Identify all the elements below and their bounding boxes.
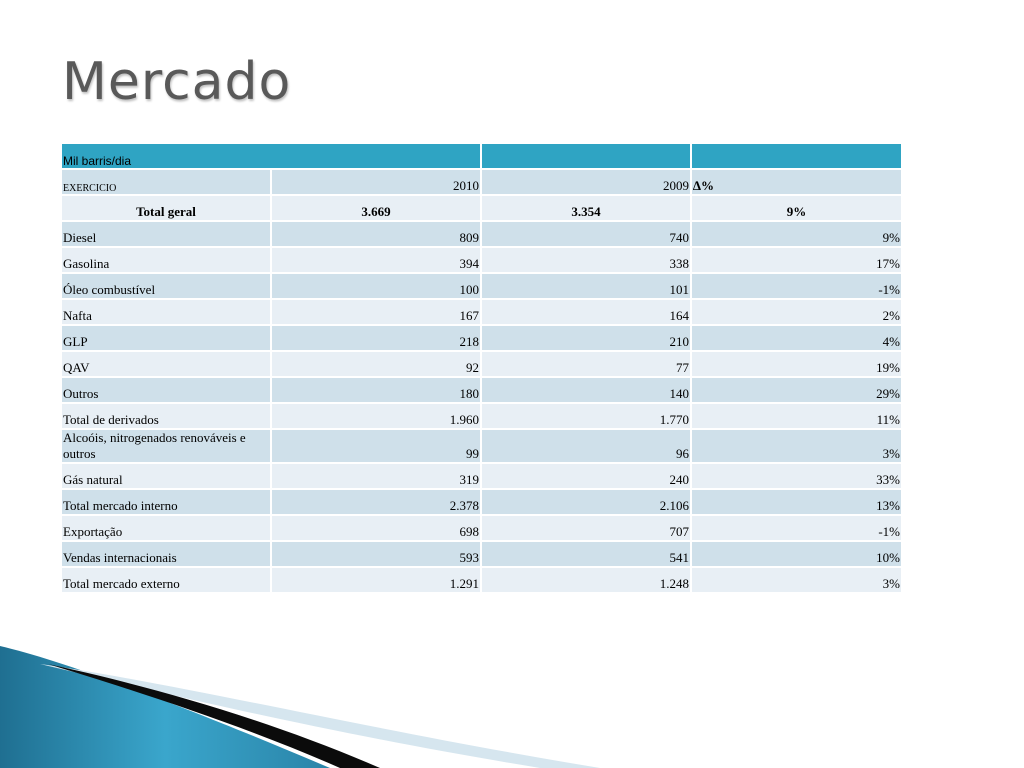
- total-geral-label: Total geral: [60, 194, 272, 222]
- value-2010: 180: [269, 376, 483, 404]
- row-label: QAV: [60, 350, 272, 378]
- value-2009: 740: [480, 220, 693, 248]
- table-row: Gasolina 394 338 17%: [60, 246, 904, 274]
- value-delta: 3%: [690, 428, 904, 464]
- row-label: Nafta: [60, 298, 272, 326]
- value-2009: 164: [480, 298, 693, 326]
- table-row: Total mercado externo 1.291 1.248 3%: [60, 566, 904, 594]
- table-row: Nafta 167 164 2%: [60, 298, 904, 326]
- row-label: GLP: [60, 324, 272, 352]
- value-2009: 1.248: [480, 566, 693, 594]
- value-2009: 2.106: [480, 488, 693, 516]
- row-label: Vendas internacionais: [60, 540, 272, 568]
- value-delta: -1%: [690, 272, 904, 300]
- unit-label: Mil barris/dia: [59, 142, 483, 170]
- value-delta: 33%: [690, 462, 904, 490]
- table-row: Vendas internacionais 593 541 10%: [60, 540, 904, 568]
- value-2009: 96: [480, 428, 693, 464]
- header-blank-cell: [480, 142, 693, 170]
- row-label: Total mercado externo: [60, 566, 272, 594]
- value-2010: 167: [269, 298, 483, 326]
- value-2010: 319: [269, 462, 483, 490]
- table-row: Exportação 698 707 -1%: [60, 514, 904, 542]
- table-row: GLP 218 210 4%: [60, 324, 904, 352]
- value-delta: 11%: [690, 402, 904, 430]
- year-2009-header: 2009: [480, 168, 693, 196]
- row-label: Gás natural: [60, 462, 272, 490]
- table-row: Total mercado interno 2.378 2.106 13%: [60, 488, 904, 516]
- market-table: Mil barris/dia EXERCICIO 2010 2009 ∆% To…: [59, 142, 904, 594]
- value-2010: 2.378: [269, 488, 483, 516]
- value-delta: 17%: [690, 246, 904, 274]
- value-delta: 29%: [690, 376, 904, 404]
- value-delta: 3%: [690, 566, 904, 594]
- value-2010: 218: [269, 324, 483, 352]
- delta-header: ∆%: [690, 168, 904, 196]
- value-delta: 19%: [690, 350, 904, 378]
- table-header-row: Mil barris/dia: [59, 142, 904, 170]
- decorative-swoosh: [0, 646, 600, 768]
- value-delta: 4%: [690, 324, 904, 352]
- value-2009: 707: [480, 514, 693, 542]
- value-2009: 77: [480, 350, 693, 378]
- row-label: Total de derivados: [60, 402, 272, 430]
- value-2009: 140: [480, 376, 693, 404]
- table-row: Total de derivados 1.960 1.770 11%: [60, 402, 904, 430]
- value-2010: 100: [269, 272, 483, 300]
- value-2010: 92: [269, 350, 483, 378]
- value-2010: 1.291: [269, 566, 483, 594]
- row-label: Outros: [60, 376, 272, 404]
- value-2009: 338: [480, 246, 693, 274]
- row-label: Alcoóis, nitrogenados renováveis e outro…: [60, 428, 272, 464]
- value-2009: 210: [480, 324, 693, 352]
- value-2010: 593: [269, 540, 483, 568]
- value-delta: 2%: [690, 298, 904, 326]
- table-row: Outros 180 140 29%: [60, 376, 904, 404]
- row-label: Exportação: [60, 514, 272, 542]
- value-2009: 1.770: [480, 402, 693, 430]
- value-2010: 394: [269, 246, 483, 274]
- total-geral-row: Total geral 3.669 3.354 9%: [60, 194, 904, 222]
- row-label: Total mercado interno: [60, 488, 272, 516]
- value-2010: 1.960: [269, 402, 483, 430]
- value-delta: 9%: [690, 220, 904, 248]
- value-2010: 698: [269, 514, 483, 542]
- table-row: Gás natural 319 240 33%: [60, 462, 904, 490]
- table-row: Diesel 809 740 9%: [60, 220, 904, 248]
- value-delta: 13%: [690, 488, 904, 516]
- value-2009: 240: [480, 462, 693, 490]
- value-delta: -1%: [690, 514, 904, 542]
- row-label: Gasolina: [60, 246, 272, 274]
- value-2010: 99: [269, 428, 483, 464]
- table-row: QAV 92 77 19%: [60, 350, 904, 378]
- exercicio-label: EXERCICIO: [60, 168, 272, 196]
- total-geral-2010: 3.669: [269, 194, 483, 222]
- value-2010: 809: [269, 220, 483, 248]
- table-row: Óleo combustível 100 101 -1%: [60, 272, 904, 300]
- header-blank-cell: [690, 142, 904, 170]
- row-label: Diesel: [60, 220, 272, 248]
- row-label: Óleo combustível: [60, 272, 272, 300]
- slide-title: Mercado: [62, 52, 292, 112]
- value-2009: 541: [480, 540, 693, 568]
- value-delta: 10%: [690, 540, 904, 568]
- total-geral-delta: 9%: [690, 194, 904, 222]
- exercicio-row: EXERCICIO 2010 2009 ∆%: [60, 168, 904, 196]
- year-2010-header: 2010: [269, 168, 483, 196]
- table-row: Alcoóis, nitrogenados renováveis e outro…: [60, 428, 904, 464]
- total-geral-2009: 3.354: [480, 194, 693, 222]
- value-2009: 101: [480, 272, 693, 300]
